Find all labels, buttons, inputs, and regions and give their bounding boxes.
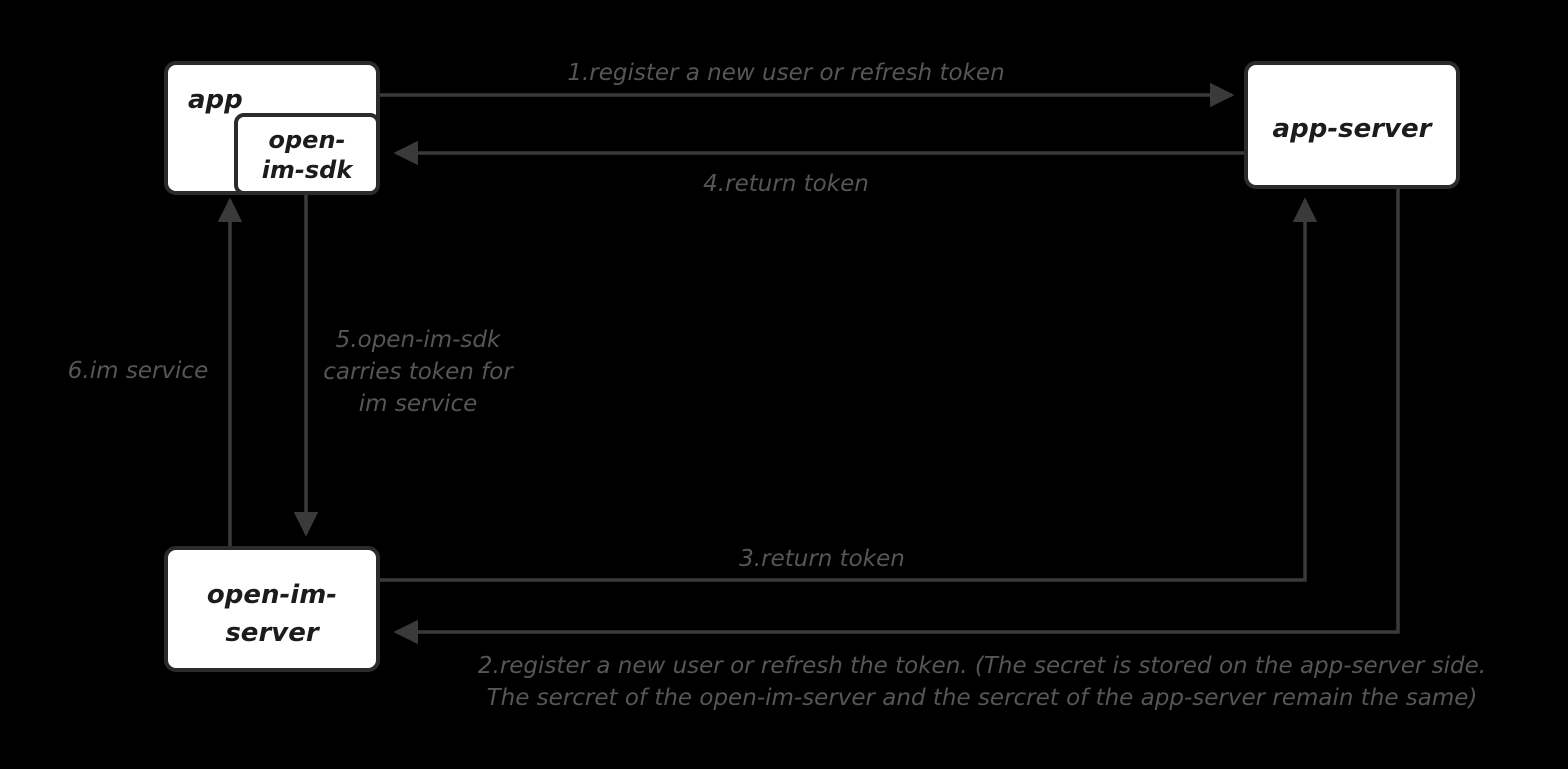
node-app-server-label: app-server (1273, 114, 1434, 144)
edge-return-token-to-app-server: 3.return token (378, 197, 1318, 582)
node-open-im-server-label-line1: open-im- (207, 580, 337, 610)
edge-register-user-open-im: 2.register a new user or refresh the tok… (393, 187, 1486, 711)
edge-im-service: 6.im service (68, 197, 243, 548)
edge-3-line (378, 197, 1318, 582)
node-app-label: app (188, 85, 243, 115)
edge-2-label-line2: The sercret of the open-im-server and th… (487, 685, 1478, 711)
node-open-im-sdk-shape[interactable] (234, 113, 380, 195)
edge-2-label-line1: 2.register a new user or refresh the tok… (478, 653, 1486, 679)
edge-5-label-line1: 5.open-im-sdk (336, 327, 502, 353)
edge-sdk-carries-token: 5.open-im-sdk carries token for im servi… (293, 193, 514, 537)
node-open-im-sdk-label-line1: open- (269, 126, 346, 154)
edge-6-label: 6.im service (68, 358, 208, 384)
node-open-im-sdk-label-line2: im-sdk (262, 156, 355, 184)
node-open-im-server[interactable]: open-im- server (164, 546, 380, 672)
edge-return-token-to-sdk: 4.return token (393, 140, 1246, 197)
edge-register-user: 1.register a new user or refresh token (378, 60, 1235, 108)
edge-5-label-line3: im service (359, 391, 478, 417)
edge-1-label: 1.register a new user or refresh token (567, 60, 1004, 86)
node-open-im-server-shape[interactable] (164, 546, 380, 672)
node-app-server[interactable]: app-server (1244, 61, 1460, 189)
node-app-server-shape[interactable] (1244, 61, 1460, 189)
edge-4-label: 4.return token (703, 171, 869, 197)
node-open-im-sdk[interactable]: open- im-sdk (234, 113, 380, 195)
node-open-im-server-label-line2: server (225, 618, 321, 648)
edge-2-line (393, 187, 1400, 645)
edge-5-label-line2: carries token for (323, 359, 514, 385)
edge-3-label: 3.return token (739, 546, 905, 572)
